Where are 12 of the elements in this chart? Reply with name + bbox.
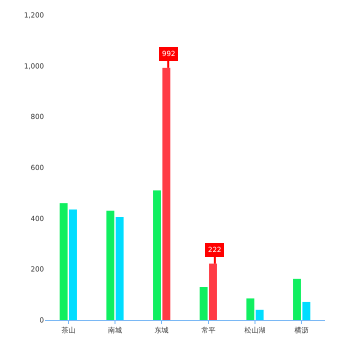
bar (293, 278, 301, 320)
bar (60, 203, 68, 320)
bar (246, 298, 254, 320)
bar (200, 286, 208, 320)
bar (116, 217, 124, 320)
bar (162, 68, 170, 320)
bar (302, 302, 310, 320)
bar (209, 264, 217, 320)
bar (69, 209, 77, 320)
bar (153, 190, 161, 320)
bar (256, 310, 264, 320)
bar (106, 210, 114, 320)
